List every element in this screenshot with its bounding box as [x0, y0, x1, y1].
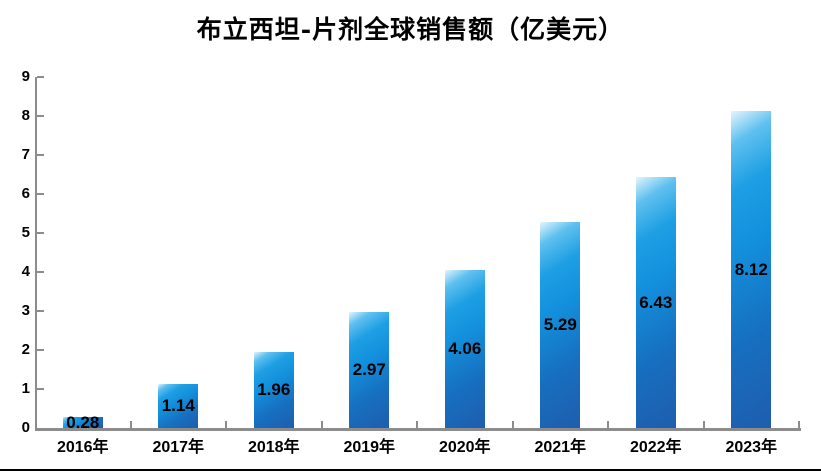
bar-value-label: 5.29	[543, 315, 577, 334]
y-axis-tick	[37, 271, 44, 273]
bar	[349, 312, 390, 428]
x-axis-tick-label: 2022年	[629, 439, 682, 456]
bar-value-label: 2.97	[352, 360, 386, 379]
y-axis-tick-label: 5	[21, 224, 30, 241]
y-axis-tick	[37, 154, 44, 156]
bar-value-label: 8.12	[734, 259, 768, 279]
page-bottom-border	[0, 469, 821, 471]
bar	[158, 384, 199, 428]
y-axis-tick-label: 4	[21, 263, 30, 280]
x-axis-tick	[511, 421, 514, 428]
x-axis-tick-label: 2017年	[152, 439, 205, 456]
bar-value-label: 1.14	[161, 396, 195, 415]
x-axis-line	[35, 428, 801, 431]
y-axis-tick	[37, 193, 44, 195]
y-axis-tick	[37, 232, 44, 234]
y-axis-tick-label: 3	[21, 302, 30, 319]
y-axis-tick	[37, 388, 44, 390]
x-axis-tick-label: 2023年	[725, 439, 778, 456]
x-axis-tick	[702, 421, 705, 428]
bar	[731, 111, 772, 428]
x-axis-tick	[129, 421, 132, 428]
bar-value-label: 6.43	[639, 292, 673, 312]
bar-value-label: 4.06	[448, 339, 482, 358]
x-axis-tick	[320, 421, 323, 428]
bar	[635, 177, 676, 428]
y-axis-tick-label: 9	[21, 68, 30, 85]
bar-value-label: 0.28	[66, 412, 100, 432]
y-axis-tick	[37, 76, 44, 78]
x-axis-tick-label: 2020年	[438, 439, 491, 456]
x-axis-tick-label: 2021年	[534, 439, 587, 456]
y-axis-tick-label: 0	[21, 419, 30, 436]
x-axis-tick	[225, 421, 227, 428]
x-axis-tick	[607, 421, 609, 428]
bar	[444, 270, 485, 428]
x-axis-tick	[798, 421, 800, 428]
x-axis-tick	[416, 421, 418, 428]
y-axis-tick-label: 1	[21, 380, 30, 397]
bar	[253, 352, 294, 428]
bar	[540, 222, 581, 428]
y-axis-tick-label: 2	[21, 341, 30, 358]
x-axis-tick-label: 2019年	[343, 439, 396, 456]
y-axis-tick	[37, 349, 44, 351]
y-axis-tick-label: 7	[21, 146, 30, 163]
chart-title: 布立西坦-片剂全球销售额（亿美元）	[196, 15, 625, 44]
y-axis-line	[35, 77, 37, 430]
bar-value-label: 1.96	[257, 380, 291, 399]
bar	[62, 417, 103, 428]
x-axis-tick-label: 2016年	[56, 439, 109, 456]
y-axis-tick	[37, 115, 44, 117]
y-axis-tick-label: 6	[21, 185, 30, 202]
y-axis-tick	[37, 310, 44, 312]
x-axis-tick-label: 2018年	[247, 439, 300, 456]
y-axis-tick-label: 8	[21, 107, 30, 124]
